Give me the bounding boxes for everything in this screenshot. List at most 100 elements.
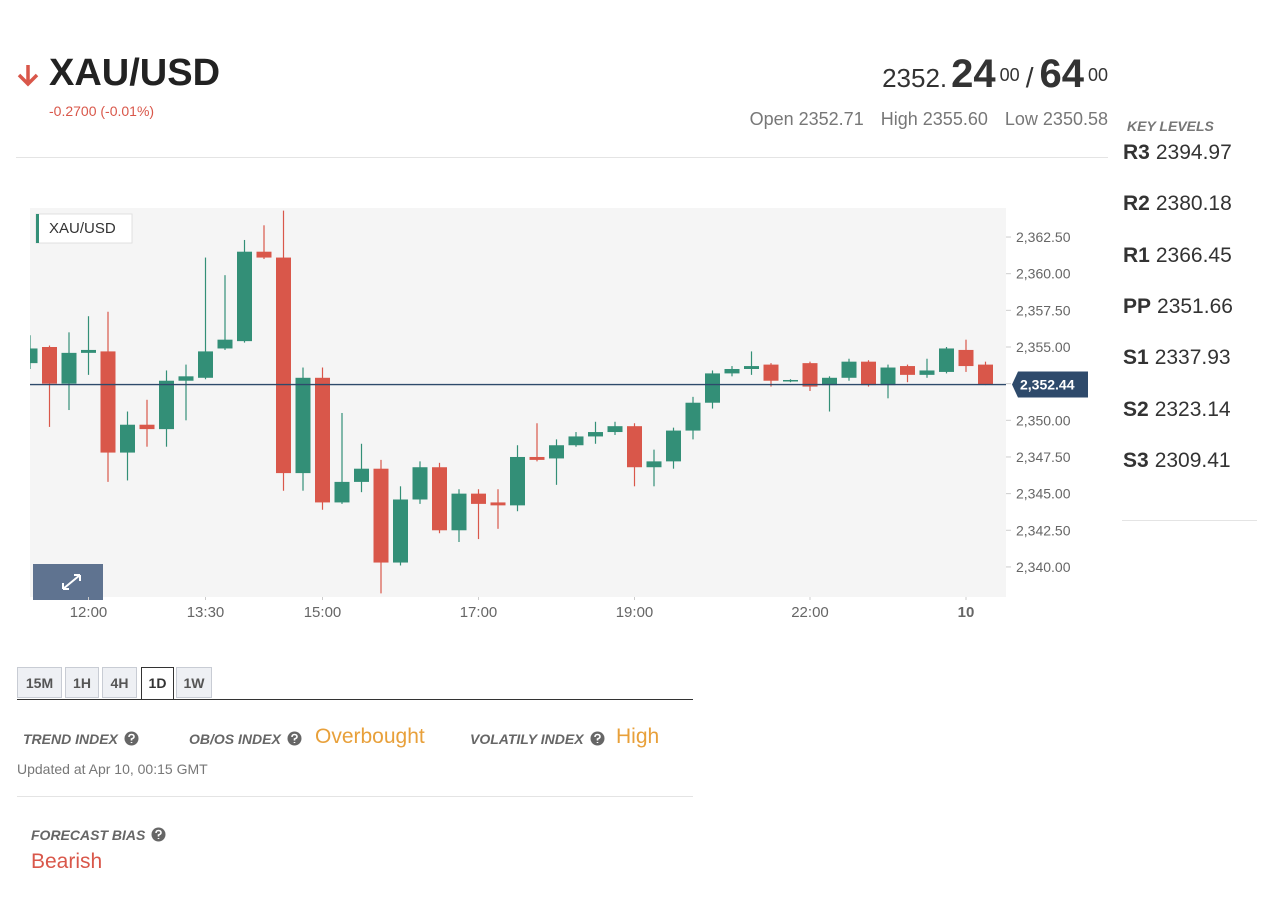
candle-body bbox=[256, 251, 272, 258]
candle-body bbox=[607, 426, 623, 433]
updated: Updated at Apr 10, 00:15 GMT bbox=[17, 761, 208, 777]
candle-body bbox=[354, 468, 369, 482]
key-level: S1 2337.93 bbox=[1123, 346, 1231, 370]
candle-body bbox=[978, 364, 993, 385]
candle-body bbox=[549, 445, 564, 459]
trend-label: TREND INDEX bbox=[23, 731, 139, 747]
open-label: Open bbox=[749, 109, 794, 129]
y-tick-label: 2,350.00 bbox=[1016, 412, 1071, 428]
high-label: High bbox=[880, 109, 918, 129]
divider bbox=[17, 796, 693, 797]
forecast-text: FORECAST BIAS bbox=[31, 827, 146, 843]
forecast-value: Bearish bbox=[31, 850, 103, 873]
candle-body bbox=[42, 347, 57, 384]
candle-body bbox=[120, 424, 135, 453]
candle-body bbox=[783, 379, 798, 382]
level-name: S1 bbox=[1123, 346, 1149, 370]
bid-main: 24 bbox=[951, 52, 996, 96]
ohl: Open 2352.71 High 2355.60 Low 2350.58 bbox=[750, 109, 1108, 130]
candle-body bbox=[159, 380, 174, 430]
tab[interactable]: 15M bbox=[17, 667, 62, 698]
ask-main: 64 bbox=[1039, 52, 1084, 96]
symbol: XAU/USD bbox=[49, 52, 221, 94]
key-level: S3 2309.41 bbox=[1123, 449, 1231, 473]
separator: / bbox=[1025, 62, 1034, 93]
open: 2352.71 bbox=[798, 109, 864, 129]
help-icon[interactable] bbox=[124, 731, 139, 746]
candle-body bbox=[529, 456, 545, 460]
candle-body bbox=[627, 426, 642, 468]
tab[interactable]: 1W bbox=[176, 667, 212, 698]
y-tick-label: 2,342.50 bbox=[1016, 522, 1071, 538]
x-tick-label: 19:00 bbox=[616, 604, 654, 621]
key-level: S2 2323.14 bbox=[1123, 398, 1231, 422]
divider bbox=[1122, 520, 1257, 521]
help-icon[interactable] bbox=[151, 827, 166, 842]
obos-value: Overbought bbox=[315, 725, 425, 748]
tab[interactable]: 1D bbox=[141, 667, 174, 700]
candle-body bbox=[432, 467, 447, 531]
plot-area bbox=[30, 208, 1006, 597]
help-icon[interactable] bbox=[287, 731, 302, 746]
candle-body bbox=[568, 436, 584, 446]
y-tick-label: 2,357.50 bbox=[1016, 302, 1071, 318]
obos-label: OB/OS INDEX bbox=[189, 731, 302, 747]
level-value: 2380.18 bbox=[1155, 192, 1232, 216]
volatility-text: VOLATILY INDEX bbox=[470, 731, 584, 747]
last-price-tag bbox=[1012, 371, 1088, 398]
candle-body bbox=[471, 493, 486, 504]
candle-body bbox=[646, 461, 662, 468]
level-value: 2351.66 bbox=[1157, 294, 1233, 318]
level-value: 2366.45 bbox=[1155, 243, 1232, 267]
candle-body bbox=[958, 349, 974, 367]
candle-body bbox=[666, 430, 681, 462]
legend-box bbox=[35, 213, 133, 244]
candle-body bbox=[334, 481, 350, 503]
forecast-label: FORECAST BIAS bbox=[31, 827, 166, 843]
y-tick-label: 2,362.50 bbox=[1016, 229, 1071, 245]
candle-body bbox=[276, 257, 291, 474]
key-level: PP 2351.66 bbox=[1123, 295, 1233, 319]
y-tick-label: 2,347.50 bbox=[1016, 449, 1071, 465]
key-level: R3 2394.97 bbox=[1123, 141, 1232, 165]
price: 2352. 24 00/64 00 bbox=[882, 52, 1108, 97]
candle-body bbox=[393, 499, 408, 563]
ask-frac: 00 bbox=[1087, 64, 1108, 85]
tab[interactable]: 4H bbox=[102, 667, 137, 698]
x-tick-label: 13:30 bbox=[187, 604, 225, 621]
y-tick-label: 2,355.00 bbox=[1016, 339, 1071, 355]
high: 2355.60 bbox=[922, 109, 988, 129]
candle-body bbox=[763, 364, 779, 381]
candle-body bbox=[198, 351, 213, 378]
candle-body bbox=[841, 361, 857, 378]
candle-body bbox=[315, 377, 330, 503]
expand-button[interactable] bbox=[33, 564, 103, 600]
tab[interactable]: 1H bbox=[65, 667, 99, 698]
candle-body bbox=[412, 467, 428, 500]
help-icon[interactable] bbox=[590, 731, 605, 746]
candle-body bbox=[802, 363, 818, 387]
candle-body bbox=[705, 373, 720, 403]
candle-body bbox=[61, 352, 77, 384]
level-name: R1 bbox=[1123, 243, 1150, 267]
candle-body bbox=[490, 502, 506, 506]
candle-body bbox=[451, 493, 467, 531]
candle-body bbox=[100, 351, 116, 453]
candle-body bbox=[373, 468, 389, 563]
level-name: S2 bbox=[1123, 397, 1149, 421]
x-tick-label: 17:00 bbox=[460, 604, 498, 621]
candle-body bbox=[139, 424, 155, 430]
bid-frac: 00 bbox=[999, 64, 1020, 85]
level-value: 2309.41 bbox=[1154, 448, 1231, 472]
obos-text: OB/OS INDEX bbox=[189, 731, 281, 747]
level-value: 2323.14 bbox=[1154, 397, 1231, 421]
volatility-value: High bbox=[616, 725, 660, 748]
candle-body bbox=[217, 339, 233, 349]
x-tick-label: 10 bbox=[958, 604, 975, 621]
low: 2350.58 bbox=[1042, 109, 1108, 129]
candle-body bbox=[939, 348, 954, 372]
candle-body bbox=[30, 348, 38, 364]
candle-body bbox=[81, 349, 96, 353]
tabs-underline bbox=[17, 699, 693, 700]
